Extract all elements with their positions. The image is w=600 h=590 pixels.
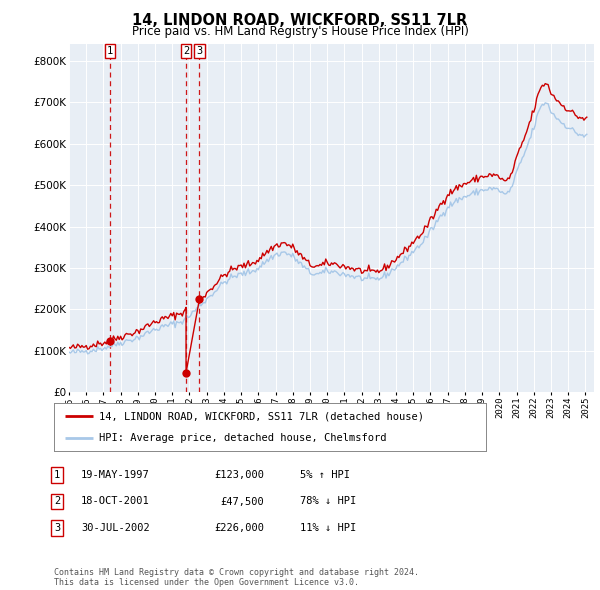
Text: 30-JUL-2002: 30-JUL-2002 [81, 523, 150, 533]
Text: 14, LINDON ROAD, WICKFORD, SS11 7LR (detached house): 14, LINDON ROAD, WICKFORD, SS11 7LR (det… [100, 411, 424, 421]
Text: 5% ↑ HPI: 5% ↑ HPI [300, 470, 350, 480]
Text: £226,000: £226,000 [214, 523, 264, 533]
Text: 2: 2 [54, 497, 60, 506]
Text: 1: 1 [107, 46, 113, 56]
Text: 78% ↓ HPI: 78% ↓ HPI [300, 497, 356, 506]
Text: 3: 3 [54, 523, 60, 533]
Text: Contains HM Land Registry data © Crown copyright and database right 2024.
This d: Contains HM Land Registry data © Crown c… [54, 568, 419, 587]
Text: £123,000: £123,000 [214, 470, 264, 480]
Text: 19-MAY-1997: 19-MAY-1997 [81, 470, 150, 480]
Text: Price paid vs. HM Land Registry's House Price Index (HPI): Price paid vs. HM Land Registry's House … [131, 25, 469, 38]
Text: 14, LINDON ROAD, WICKFORD, SS11 7LR: 14, LINDON ROAD, WICKFORD, SS11 7LR [133, 13, 467, 28]
Text: 11% ↓ HPI: 11% ↓ HPI [300, 523, 356, 533]
Text: 2: 2 [183, 46, 189, 56]
Text: £47,500: £47,500 [220, 497, 264, 506]
Text: HPI: Average price, detached house, Chelmsford: HPI: Average price, detached house, Chel… [100, 433, 387, 443]
Text: 3: 3 [196, 46, 203, 56]
Text: 1: 1 [54, 470, 60, 480]
Text: 18-OCT-2001: 18-OCT-2001 [81, 497, 150, 506]
